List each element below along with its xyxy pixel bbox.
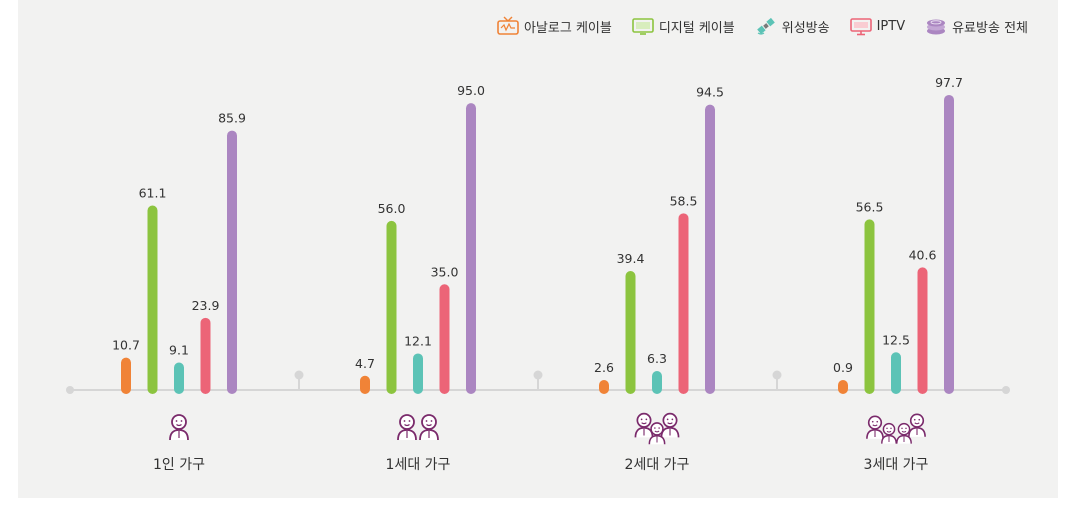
legend-label: 디지털 케이블 <box>658 20 735 36</box>
bar <box>625 271 636 394</box>
monitor-icon <box>849 18 872 36</box>
value-label: 12.5 <box>882 332 910 347</box>
group-separator-dot <box>294 370 304 380</box>
group-separator-dot <box>533 370 543 380</box>
person-figure <box>660 412 680 438</box>
bar <box>386 220 397 394</box>
value-label: 35.0 <box>431 264 459 279</box>
value-label: 56.0 <box>378 201 406 216</box>
bar <box>360 375 370 394</box>
value-label: 10.7 <box>112 338 140 353</box>
bar <box>439 284 450 394</box>
tv-icon <box>497 16 519 35</box>
bar <box>678 213 689 394</box>
bar <box>174 362 184 394</box>
legend-label: 유료방송 전체 <box>952 20 1028 36</box>
bar <box>200 317 211 394</box>
category-label: 3세대 가구 <box>864 457 929 473</box>
value-label: 23.9 <box>192 298 220 313</box>
legend-label: IPTV <box>876 18 906 34</box>
person-figure <box>397 414 417 441</box>
person-figure <box>896 422 912 444</box>
bar <box>705 104 715 395</box>
person-figure <box>881 422 897 444</box>
category-label: 2세대 가구 <box>625 457 690 473</box>
value-label: 85.9 <box>218 111 246 126</box>
value-label: 94.5 <box>696 85 724 100</box>
person-figure <box>648 422 666 445</box>
person-figure <box>908 413 926 437</box>
value-label: 95.0 <box>457 83 485 98</box>
legend-label: 위성방송 <box>781 20 830 36</box>
legend-item-paid-total: 유료방송 전체 <box>925 16 1028 36</box>
value-label: 6.3 <box>647 351 667 366</box>
bar-chart: 10.7 61.1 9.1 23.9 85.9 1인 가구 4.7 56.0 12.1 35.0 9… <box>66 75 1010 473</box>
legend-item-analog-cable: 아날로그 케이블 <box>497 16 612 36</box>
family-three-icon <box>634 412 680 445</box>
value-label: 4.7 <box>355 356 375 371</box>
family-four-icon <box>866 413 926 444</box>
one-person-icon <box>169 414 189 441</box>
legend-item-iptv: IPTV <box>849 16 906 36</box>
couple-icon <box>397 414 439 441</box>
person-figure <box>634 412 654 438</box>
bar <box>227 130 237 394</box>
bar <box>147 205 158 394</box>
category-label: 1인 가구 <box>153 457 205 473</box>
person-figure <box>866 415 884 439</box>
bar <box>944 94 954 395</box>
legend-label: 아날로그 케이블 <box>523 20 612 36</box>
bar <box>121 357 131 394</box>
value-label: 0.9 <box>833 360 853 375</box>
value-label: 58.5 <box>670 193 698 208</box>
value-label: 12.1 <box>404 333 432 348</box>
bar <box>891 352 901 394</box>
chart-panel: 10.7 61.1 9.1 23.9 85.9 1인 가구 4.7 56.0 12.1 35.0 9… <box>18 0 1058 498</box>
group-separator-dot <box>772 370 782 380</box>
bar <box>466 103 476 394</box>
axis-endpoint <box>1002 386 1010 394</box>
value-label: 56.5 <box>856 199 884 214</box>
value-label: 9.1 <box>169 343 189 358</box>
person-figure <box>169 414 189 441</box>
value-label: 61.1 <box>139 185 167 200</box>
value-label: 97.7 <box>935 75 963 90</box>
flat-tv-icon <box>632 18 654 35</box>
category-label: 1세대 가구 <box>386 457 451 473</box>
bar <box>864 219 875 394</box>
bar <box>652 370 662 394</box>
value-label: 2.6 <box>594 360 614 375</box>
bar <box>599 380 609 394</box>
legend-item-satellite: 위성방송 <box>755 16 830 36</box>
bar <box>838 380 848 394</box>
person-figure <box>419 414 439 441</box>
value-label: 40.6 <box>909 247 937 262</box>
value-label: 39.4 <box>617 251 645 266</box>
bar <box>413 353 423 394</box>
legend-item-digital-cable: 디지털 케이블 <box>632 16 735 36</box>
bar <box>917 267 928 394</box>
legend: 아날로그 케이블 디지털 케이블 위성방송 IPTV <box>497 16 1028 36</box>
axis-endpoint <box>66 386 74 394</box>
satellite-icon <box>756 17 775 35</box>
coin-stack-icon <box>927 19 946 35</box>
